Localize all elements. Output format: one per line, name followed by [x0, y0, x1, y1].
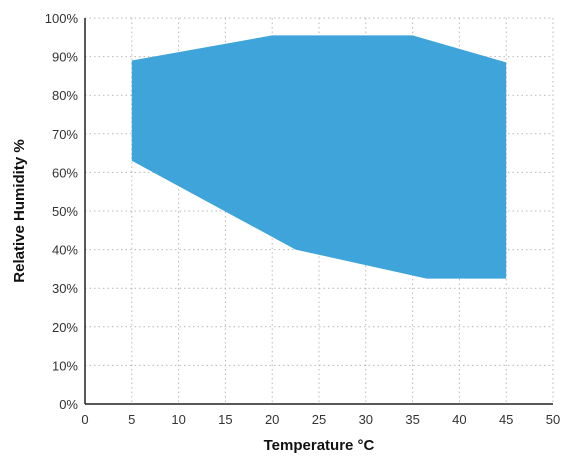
y-tick-label: 40% — [52, 243, 78, 258]
y-tick-label: 100% — [45, 11, 79, 26]
y-tick-label: 10% — [52, 358, 78, 373]
y-tick-label: 0% — [59, 397, 78, 412]
x-tick-label: 10 — [171, 412, 185, 427]
x-tick-label: 30 — [359, 412, 373, 427]
x-tick-label: 40 — [452, 412, 466, 427]
y-tick-label: 50% — [52, 204, 78, 219]
axes — [84, 18, 553, 405]
area-series — [131, 35, 507, 279]
x-tick-label: 5 — [128, 412, 135, 427]
operating-range-area — [131, 35, 507, 279]
x-axis-title: Temperature °C — [264, 437, 375, 454]
x-tick-label: 15 — [218, 412, 232, 427]
y-tick-label: 30% — [52, 281, 78, 296]
x-tick-label: 20 — [265, 412, 279, 427]
x-tick-label: 25 — [312, 412, 326, 427]
x-tick-label: 50 — [546, 412, 560, 427]
tick-labels: 0 5 10 15 20 25 30 35 40 45 50 0% 10% 20% 30% 40% 50% 60%… — [45, 11, 560, 427]
y-tick-label: 80% — [52, 88, 78, 103]
y-tick-label: 60% — [52, 165, 78, 180]
y-tick-label: 70% — [52, 127, 78, 142]
x-tick-label: 35 — [405, 412, 419, 427]
x-tick-label: 45 — [499, 412, 513, 427]
y-tick-label: 20% — [52, 320, 78, 335]
x-tick-label: 0 — [81, 412, 88, 427]
y-tick-label: 90% — [52, 50, 78, 65]
y-axis-title: Relative Humidity % — [11, 139, 28, 282]
